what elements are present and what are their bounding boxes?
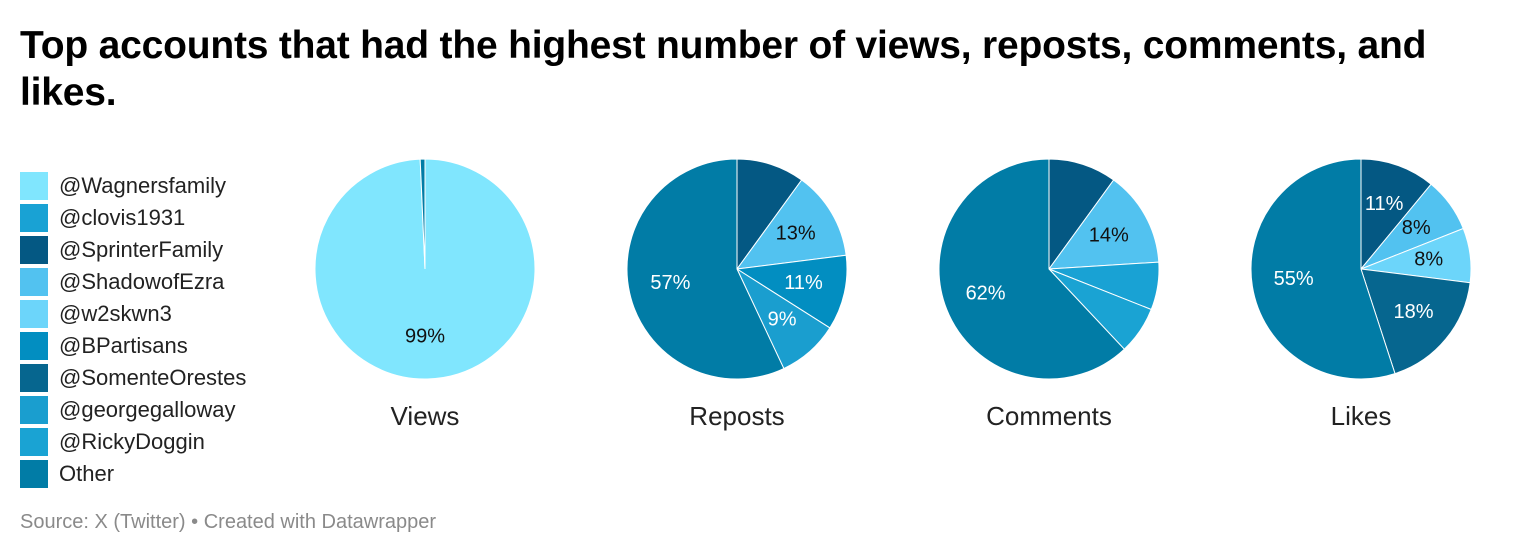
- pie-slice-label: 99%: [405, 325, 445, 347]
- legend-label: @Wagnersfamily: [59, 173, 226, 198]
- legend-item: Other: [20, 458, 246, 490]
- legend-item: @SomenteOrestes: [20, 362, 246, 394]
- legend-item: @clovis1931: [20, 202, 246, 234]
- legend-label: @BPartisans: [59, 333, 188, 358]
- source-note: Source: X (Twitter) • Created with Dataw…: [20, 511, 437, 533]
- legend-label: Other: [59, 461, 115, 486]
- legend-swatch: [20, 268, 48, 296]
- pie-slice-label: 8%: [1414, 249, 1443, 271]
- legend-swatch: [20, 236, 48, 264]
- pie-title-reposts: Reposts: [689, 401, 785, 431]
- legend-item: @ShadowofEzra: [20, 266, 246, 298]
- pie-slice-label: 9%: [768, 308, 797, 330]
- legend-label: @ShadowofEzra: [59, 269, 225, 294]
- pie-slice-label: 8%: [1402, 217, 1431, 239]
- pie-slice: [735, 179, 847, 270]
- pie-slice-label: 18%: [1394, 301, 1434, 323]
- legend-item: @w2skwn3: [20, 298, 246, 330]
- legend-item: @Wagnersfamily: [20, 170, 246, 202]
- legend-label: @georgegalloway: [59, 397, 236, 422]
- pie-slice: [1360, 158, 1432, 271]
- legend-label: @SomenteOrestes: [59, 365, 247, 390]
- chart-title: Top accounts that had the highest number…: [20, 24, 1427, 114]
- pie-slice: [1250, 158, 1396, 380]
- pie-slice-label: 11%: [784, 272, 823, 294]
- pie-slice-label: 55%: [1274, 268, 1314, 290]
- legend-label: @clovis1931: [59, 205, 186, 230]
- legend: @Wagnersfamily @clovis1931 @SprinterFami…: [20, 170, 246, 490]
- pie-slice-label: 14%: [1089, 224, 1129, 246]
- pie-slice: [1360, 268, 1471, 375]
- pie-title-likes: Likes: [1330, 401, 1392, 431]
- pie-slice: [419, 158, 426, 270]
- legend-label: @w2skwn3: [59, 301, 172, 326]
- legend-swatch: [20, 332, 48, 360]
- legend-label: @SprinterFamily: [59, 237, 224, 262]
- pie-title-views: Views: [390, 401, 460, 431]
- pie-slice-label: 57%: [650, 272, 690, 294]
- legend-swatch: [20, 428, 48, 456]
- pie-slice: [938, 158, 1126, 380]
- legend-item: @BPartisans: [20, 330, 246, 362]
- pie-slice-label: 13%: [776, 223, 816, 245]
- pie-slice: [626, 158, 785, 380]
- pie-slice-label: 11%: [1365, 193, 1404, 215]
- legend-item: @SprinterFamily: [20, 234, 246, 266]
- legend-swatch: [20, 172, 48, 200]
- pie-slice: [735, 254, 848, 329]
- legend-swatch: [20, 364, 48, 392]
- pie-slice: [1047, 179, 1160, 270]
- legend-swatch: [20, 204, 48, 232]
- legend-swatch: [20, 396, 48, 424]
- legend-item: @RickyDoggin: [20, 426, 246, 458]
- legend-swatch: [20, 460, 48, 488]
- legend-swatch: [20, 300, 48, 328]
- legend-item: @georgegalloway: [20, 394, 246, 426]
- pie-slice-label: 62%: [966, 282, 1006, 304]
- legend-label: @RickyDoggin: [59, 429, 205, 454]
- pie-title-comments: Comments: [986, 401, 1112, 431]
